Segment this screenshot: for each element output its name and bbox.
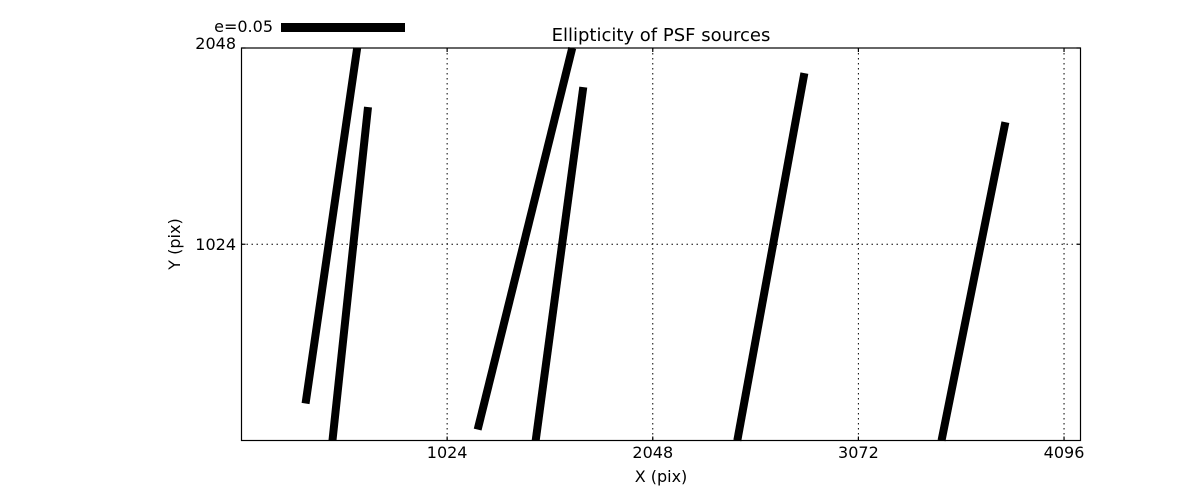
tick-label-layer: 1024 2048 3072 4096 1024 2048 — [195, 34, 1084, 462]
ellipticity-stick — [328, 106, 372, 441]
legend-key-bar — [281, 23, 405, 32]
ellipticity-stick — [937, 121, 1010, 442]
grid-layer — [241, 47, 1081, 441]
legend-label: e=0.05 — [214, 17, 273, 36]
stick-layer — [301, 47, 1010, 442]
x-axis-label: X (pix) — [635, 467, 688, 486]
x-tick-label: 4096 — [1044, 443, 1085, 462]
ellipticity-stick — [733, 72, 809, 442]
ellipticity-stick — [473, 47, 577, 431]
x-tick-label: 2048 — [632, 443, 673, 462]
x-tick-label: 1024 — [427, 443, 468, 462]
chart-title: Ellipticity of PSF sources — [552, 25, 771, 46]
y-tick-label: 2048 — [195, 34, 236, 53]
x-tick-label: 3072 — [838, 443, 879, 462]
plot-area-border — [240, 47, 1082, 442]
ellipticity-stick — [531, 86, 588, 442]
y-axis-label: Y (pix) — [165, 218, 184, 270]
ellipticity-stick — [301, 47, 362, 405]
y-tick-label: 1024 — [195, 235, 236, 254]
